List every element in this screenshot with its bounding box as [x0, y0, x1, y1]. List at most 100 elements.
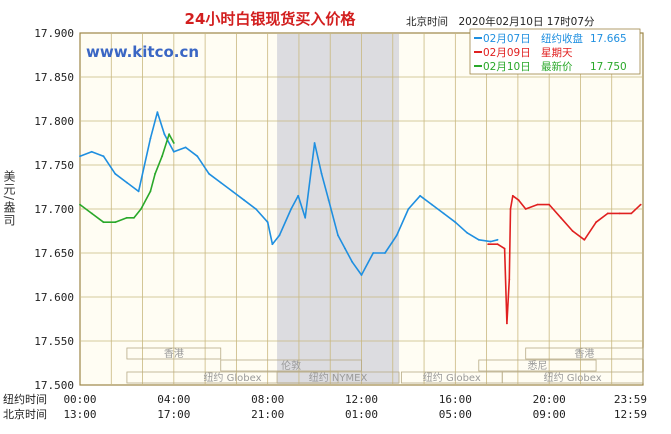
series-point	[503, 247, 506, 250]
series-point	[231, 190, 234, 193]
x-tick-label: 12:59	[614, 408, 647, 421]
series-point	[184, 146, 187, 149]
series-point	[430, 203, 433, 206]
series-point	[630, 212, 633, 215]
series-point	[196, 155, 199, 158]
series-point	[156, 111, 159, 114]
series-point	[509, 208, 512, 210]
legend-entry-name: 02月07日	[483, 33, 531, 45]
market-band-label: 悉尼	[527, 360, 547, 372]
market-band-box	[478, 359, 597, 372]
series-point	[297, 194, 300, 197]
legend-entry-name: 02月09日	[483, 47, 531, 59]
chart-title: 24小时白银现货买入价格	[185, 10, 357, 28]
legend-entry-note: 星期天	[541, 47, 573, 59]
x-axis-row-label: 北京时间	[3, 407, 47, 421]
series-point	[133, 216, 135, 219]
series-point	[419, 194, 422, 197]
x-tick-label: 12:00	[345, 393, 378, 406]
series-point	[337, 234, 339, 237]
series-point	[163, 133, 166, 136]
x-axis-row-label: 纽约时间	[3, 392, 47, 406]
series-point	[90, 150, 93, 153]
series-point	[496, 238, 499, 241]
y-axis-label: 美元/盎司	[2, 170, 16, 227]
x-tick-label: 23:59	[614, 393, 647, 406]
series-point	[407, 208, 410, 210]
series-point	[360, 274, 363, 276]
series-point	[161, 155, 164, 158]
series-point	[524, 208, 527, 210]
x-tick-label: 05:00	[439, 408, 472, 421]
series-point	[508, 278, 511, 281]
series-point	[278, 234, 281, 237]
market-session-band: 伦敦	[220, 359, 362, 372]
market-session-band: 香港	[525, 347, 644, 360]
series-point	[344, 247, 346, 250]
market-band-box	[525, 347, 644, 360]
market-session-band: 纽约 Globex	[126, 371, 339, 384]
legend-box	[469, 28, 641, 75]
series-point	[595, 221, 597, 224]
market-band-box	[126, 347, 222, 360]
x-tick-label: 00:00	[63, 393, 96, 406]
series-point	[126, 216, 128, 219]
series-point	[559, 216, 562, 219]
market-band-label: 纽约 Globex	[544, 371, 602, 384]
y-tick-label: 17.800	[34, 115, 74, 128]
series-point	[137, 190, 140, 193]
series-point	[583, 238, 586, 241]
series-point	[140, 208, 142, 210]
y-tick-label: 17.850	[34, 71, 74, 84]
series-point	[168, 133, 171, 136]
market-session-band: 纽约 Globex	[501, 371, 644, 384]
series-point	[548, 203, 551, 206]
series-point	[454, 221, 457, 224]
x-tick-label: 04:00	[157, 393, 190, 406]
series-point	[102, 221, 105, 224]
kitco-watermark: www.kitco.cn	[86, 43, 199, 61]
market-band-label: 香港	[164, 348, 184, 360]
series-point	[489, 240, 492, 243]
series-point	[271, 243, 274, 246]
series-point	[266, 221, 269, 224]
series-point	[102, 155, 105, 158]
series-line	[79, 133, 175, 223]
series-point	[313, 142, 316, 144]
series-point	[477, 238, 480, 241]
market-band-label: 纽约 Globex	[423, 371, 481, 384]
market-band-box	[126, 371, 339, 384]
chart-subtitle: 北京时间 2020年02月10日 17时07分	[406, 15, 595, 28]
legend: 02月07日 纽约收盘 17.665 02月09日 星期天 02月10日 最新价 17.750	[469, 28, 641, 75]
y-tick-label: 17.600	[34, 291, 74, 304]
market-band-label: 伦敦	[281, 359, 301, 372]
series-point	[351, 260, 354, 263]
y-tick-label: 17.500	[34, 379, 74, 392]
x-tick-label: 16:00	[439, 393, 472, 406]
series-point	[172, 142, 175, 144]
series-point	[517, 199, 520, 202]
x-tick-label: 21:00	[251, 408, 284, 421]
series-point	[219, 181, 222, 184]
series-point	[466, 231, 468, 234]
y-tick-label: 17.750	[34, 159, 74, 172]
x-tick-label: 01:00	[345, 408, 378, 421]
series-point	[79, 155, 81, 158]
series-point	[255, 208, 257, 210]
series-point	[536, 203, 539, 206]
market-band-box	[501, 371, 644, 384]
y-tick-label: 17.900	[34, 27, 74, 40]
legend-entry-value: 17.665	[590, 33, 627, 45]
series-point	[290, 208, 293, 210]
x-tick-label: 17:00	[157, 408, 190, 421]
series-point	[149, 190, 152, 193]
x-tick-label: 13:00	[63, 408, 96, 421]
series-point	[320, 172, 323, 175]
series-point	[506, 322, 508, 325]
series-point	[487, 243, 490, 246]
series-point	[172, 150, 175, 153]
y-tick-label: 17.700	[34, 203, 74, 216]
series-point	[442, 212, 445, 215]
market-session-band: 纽约 NYMEX	[276, 371, 400, 384]
